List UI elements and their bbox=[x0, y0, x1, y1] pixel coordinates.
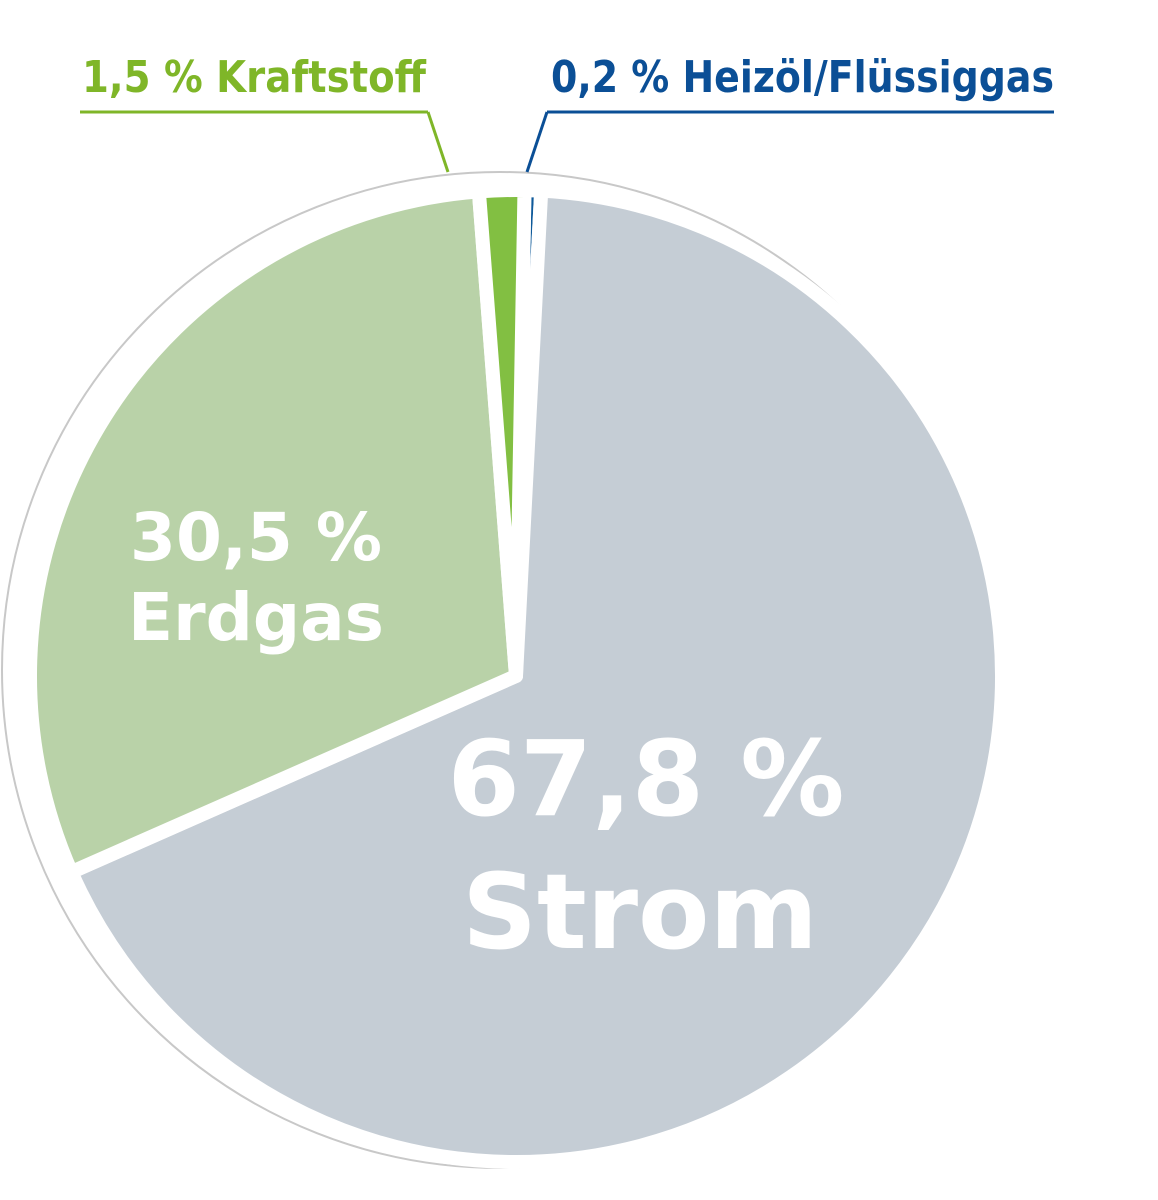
callout-kraftstoff: 1,5 % Kraftstoff bbox=[80, 52, 450, 173]
callout-kraftstoff-text: 1,5 % Kraftstoff bbox=[82, 52, 427, 103]
pie-slice-kraftstoff bbox=[471, 183, 532, 683]
callout-heizoel-text: 0,2 % Heizöl/Flüssiggas bbox=[551, 52, 1054, 103]
callout-kraftstoff-leader bbox=[426, 111, 450, 173]
pie-slice-strom bbox=[64, 183, 1009, 1169]
pie-slice-erdgas bbox=[22, 184, 523, 880]
callout-heizoel: 0,2 % Heizöl/Flüssiggas bbox=[525, 52, 1054, 173]
slice-label-erdgas-name: Erdgas bbox=[128, 579, 384, 656]
slice-label-strom-value: 67,8 % bbox=[447, 718, 844, 840]
callout-heizoel-leader bbox=[525, 111, 549, 173]
slice-label-erdgas-value: 30,5 % bbox=[130, 499, 382, 576]
slice-label-strom-name: Strom bbox=[462, 851, 818, 973]
pie-slices bbox=[22, 183, 1009, 1169]
